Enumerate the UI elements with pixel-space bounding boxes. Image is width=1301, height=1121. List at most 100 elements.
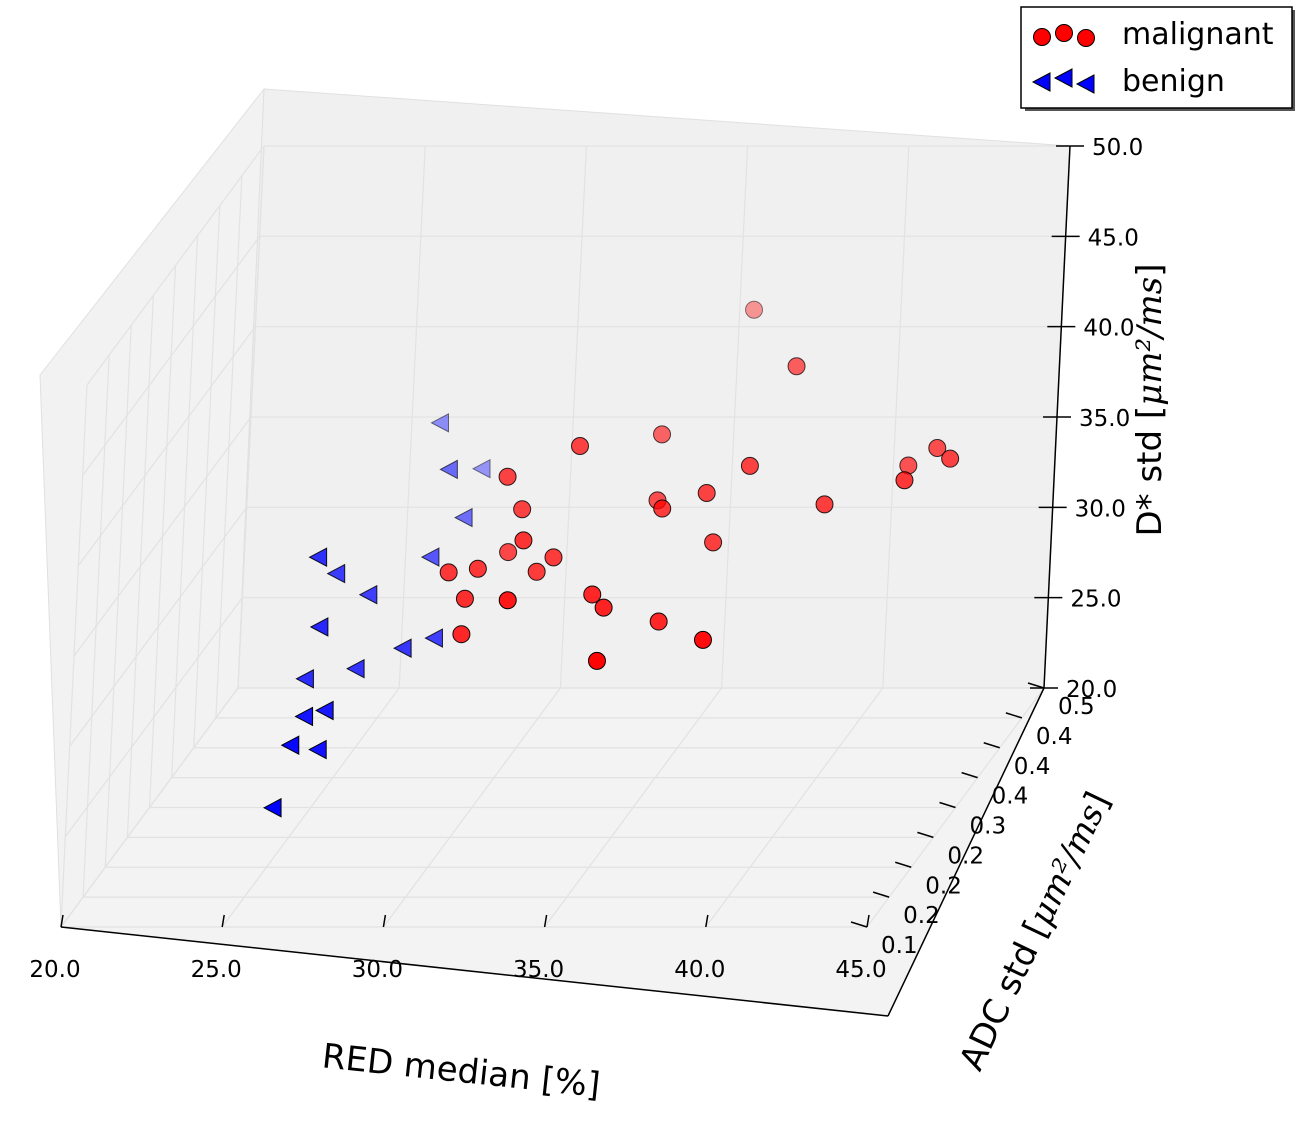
z-tick-label: 35.0 — [1079, 406, 1130, 432]
y-tick — [917, 831, 934, 839]
benign-point — [358, 584, 378, 605]
benign-point — [430, 413, 450, 433]
malignant-point — [513, 500, 532, 519]
x-tick — [221, 914, 225, 928]
x-tick — [60, 914, 64, 928]
malignant-point — [895, 471, 914, 490]
malignant-point — [928, 438, 947, 457]
z-axis-title-close: ] — [1130, 263, 1170, 276]
benign-point — [280, 735, 300, 756]
benign-point — [393, 638, 412, 659]
malignant-point — [899, 456, 918, 475]
malignant-point — [527, 562, 546, 581]
x-axis-title: RED median [%] — [320, 1036, 602, 1105]
malignant-point — [594, 598, 613, 617]
legend-markers — [1031, 24, 1095, 94]
z-tick-label: 30.0 — [1075, 496, 1126, 522]
z-gridline-left — [69, 506, 248, 747]
legend-label-benign: benign — [1122, 64, 1225, 99]
y-tick-label: 0.2 — [925, 873, 962, 899]
malignant-point — [439, 563, 458, 582]
z-tick-label: 25.0 — [1070, 587, 1121, 613]
legend-marker-malignant — [1033, 28, 1051, 46]
benign-point — [424, 628, 443, 648]
legend-marker-benign — [1053, 68, 1073, 88]
y-tick — [983, 742, 1000, 749]
data-points — [262, 300, 960, 818]
x-tick — [866, 914, 870, 928]
y-tick-label: 0.2 — [903, 903, 940, 929]
x-axis-line — [60, 926, 889, 1017]
z-tick-label: 40.0 — [1083, 316, 1134, 342]
z-tick-label: 50.0 — [1092, 135, 1143, 161]
z-gridline-left — [60, 687, 239, 928]
y-tick — [850, 921, 868, 928]
z-gridline-left — [77, 326, 256, 567]
y-tick-label: 0.3 — [970, 814, 1007, 840]
benign-point — [295, 668, 314, 689]
z-gridline-left — [86, 145, 265, 386]
malignant-point — [498, 467, 517, 486]
x-tick-label: 30.0 — [352, 957, 403, 983]
malignant-point — [653, 425, 672, 444]
y-tick-label: 0.5 — [1058, 694, 1095, 720]
legend-marker-malignant — [1077, 29, 1095, 47]
malignant-point — [544, 548, 563, 567]
x-tick — [543, 914, 548, 928]
y-tick-label: 0.4 — [992, 784, 1029, 810]
axis-ticks: 20.0 25.0 30.0 35.0 40.0 45.00.10.20.20.20.30… — [29, 135, 1143, 983]
z-axis-title: D* std [μm²/ms] — [1130, 263, 1170, 536]
x-tick-label: 25.0 — [191, 957, 242, 983]
z-gridline-left — [64, 597, 243, 838]
y-axis-title-unit: μm²/ms — [1021, 798, 1113, 932]
y-tick — [961, 771, 978, 779]
x-tick — [382, 914, 387, 928]
y-tick — [872, 891, 890, 898]
malignant-point — [649, 612, 668, 631]
malignant-point — [570, 437, 589, 456]
z-tick-label: 20.0 — [1066, 677, 1117, 703]
legend-marker-malignant — [1055, 24, 1073, 42]
malignant-point — [653, 499, 672, 518]
benign-point — [326, 563, 346, 584]
benign-point — [308, 547, 328, 568]
malignant-point — [514, 531, 533, 550]
z-gridline-left — [73, 416, 252, 657]
malignant-point — [704, 533, 723, 552]
axis-panes — [39, 87, 1071, 1017]
malignant-point — [740, 456, 759, 475]
malignant-point — [455, 589, 474, 608]
legend-marker-benign — [1075, 74, 1095, 94]
benign-point — [439, 459, 458, 480]
z-gridline-left — [82, 235, 261, 476]
benign-point — [420, 547, 440, 567]
x-tick-label: 40.0 — [674, 957, 725, 983]
y-tick-label: 0.2 — [947, 843, 984, 869]
malignant-point — [815, 495, 834, 514]
grid-lines — [60, 145, 1071, 928]
y-axis-title-text: ADC std [ — [952, 914, 1057, 1076]
y-tick — [1027, 682, 1045, 689]
benign-point — [262, 797, 282, 818]
y-tick — [939, 801, 956, 809]
malignant-point — [941, 449, 960, 468]
y-axis-line — [887, 687, 1045, 1017]
malignant-point — [787, 357, 806, 376]
malignant-point — [697, 483, 716, 502]
legend-marker-benign — [1031, 72, 1051, 92]
y-tick-label: 0.4 — [1036, 724, 1073, 750]
legend-label-malignant: malignant — [1122, 17, 1274, 52]
y-tick-label: 0.4 — [1014, 754, 1051, 780]
benign-point — [308, 739, 327, 760]
malignant-point — [498, 591, 517, 610]
malignant-point — [587, 651, 606, 670]
benign-point — [454, 507, 473, 528]
benign-point — [346, 658, 365, 679]
x-tick-label: 45.0 — [835, 957, 886, 983]
y-tick-label: 0.1 — [881, 933, 918, 959]
z-axis-title-unit: μm²/ms — [1130, 277, 1170, 406]
malignant-point — [745, 300, 764, 319]
z-tick-label: 45.0 — [1088, 225, 1139, 251]
benign-point — [294, 706, 314, 727]
